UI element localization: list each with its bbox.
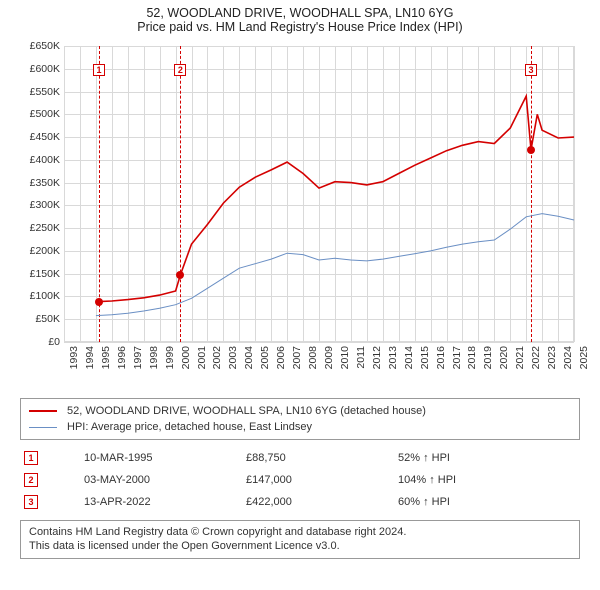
sale-date: 03-MAY-2000 xyxy=(84,470,244,490)
legend-item: HPI: Average price, detached house, East… xyxy=(29,419,571,435)
footer-line: This data is licensed under the Open Gov… xyxy=(29,539,571,553)
price-vs-hpi-chart: £0£50K£100K£150K£200K£250K£300K£350K£400… xyxy=(20,42,580,392)
table-row: 2 03-MAY-2000£147,000104% ↑ HPI xyxy=(22,470,578,490)
legend-label: HPI: Average price, detached house, East… xyxy=(67,421,312,433)
legend: 52, WOODLAND DRIVE, WOODHALL SPA, LN10 6… xyxy=(20,398,580,440)
series-subject xyxy=(99,96,574,302)
sale-price: £88,750 xyxy=(246,448,396,468)
chart-lines xyxy=(20,42,580,392)
sale-delta: 60% ↑ HPI xyxy=(398,492,578,512)
legend-label: 52, WOODLAND DRIVE, WOODHALL SPA, LN10 6… xyxy=(67,405,426,417)
legend-swatch xyxy=(29,410,57,412)
series-hpi xyxy=(96,214,574,316)
page-title-line2: Price paid vs. HM Land Registry's House … xyxy=(137,20,462,34)
legend-swatch xyxy=(29,427,57,428)
page-title-line1: 52, WOODLAND DRIVE, WOODHALL SPA, LN10 6… xyxy=(146,6,453,20)
footer-line: Contains HM Land Registry data © Crown c… xyxy=(29,525,571,539)
sales-table: 1 10-MAR-1995£88,75052% ↑ HPI 2 03-MAY-2000… xyxy=(20,446,580,514)
sale-index-box: 3 xyxy=(24,495,38,509)
sale-delta: 104% ↑ HPI xyxy=(398,470,578,490)
table-row: 1 10-MAR-1995£88,75052% ↑ HPI xyxy=(22,448,578,468)
legend-item: 52, WOODLAND DRIVE, WOODHALL SPA, LN10 6… xyxy=(29,403,571,419)
sale-price: £422,000 xyxy=(246,492,396,512)
sale-delta: 52% ↑ HPI xyxy=(398,448,578,468)
sale-date: 13-APR-2022 xyxy=(84,492,244,512)
sale-date: 10-MAR-1995 xyxy=(84,448,244,468)
table-row: 3 13-APR-2022£422,00060% ↑ HPI xyxy=(22,492,578,512)
attribution-footer: Contains HM Land Registry data © Crown c… xyxy=(20,520,580,559)
sale-index-box: 1 xyxy=(24,451,38,465)
sale-price: £147,000 xyxy=(246,470,396,490)
sale-index-box: 2 xyxy=(24,473,38,487)
